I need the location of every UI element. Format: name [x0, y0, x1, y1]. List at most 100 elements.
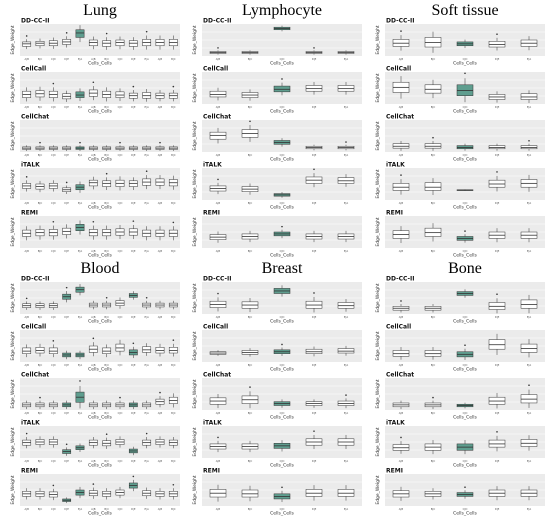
- panel-cellchat: CellChat Edge_Weight A|B B|C C|D D|E E|A Cells_…: [375, 114, 545, 163]
- x-tick-label: A|B: [399, 411, 404, 415]
- y-axis-label: Edge_Weight: [192, 217, 198, 246]
- outlier-point: [65, 443, 68, 446]
- x-tick-label: B|C: [38, 459, 43, 463]
- y-axis-label: Edge_Weight: [192, 331, 198, 360]
- panel-dd-cc-ii: DD-CC-II Edge_Weight A|B B|C C|D D|E E|A Cells_…: [192, 276, 362, 325]
- outlier-point: [217, 47, 219, 49]
- chart-grid: Lung DD-CC-II Edge_Weight A|B B|C C|D D|E E|A A|…: [10, 2, 545, 517]
- y-axis-label: Edge_Weight: [375, 25, 381, 54]
- x-tick-label: A|B: [24, 507, 29, 511]
- x-tick-label: E|A: [344, 153, 349, 157]
- x-tick-label: B|C: [104, 57, 109, 61]
- panel-label: CellChat: [203, 114, 231, 121]
- chart-title: Blood: [80, 260, 119, 277]
- x-tick-label: B|C: [171, 363, 176, 367]
- x-tick-label: A|B: [91, 105, 96, 109]
- panel-remi: REMI Edge_Weight A|B B|C C|D D|E E|A Cells_Cell…: [192, 210, 362, 259]
- x-tick-label: B|C: [248, 105, 253, 109]
- x-tick-label: B|C: [104, 315, 109, 319]
- x-tick-label: A|B: [91, 411, 96, 415]
- panel-italk: iTALK Edge_Weight A|B B|C C|D D|E E|A Cells_Cel…: [192, 162, 362, 211]
- panel-label: DD-CC-II: [21, 276, 49, 283]
- x-tick-label: E|A: [145, 153, 150, 157]
- x-tick-label: C|D: [118, 411, 123, 415]
- x-tick-label: E|A: [145, 411, 150, 415]
- outlier-point: [105, 296, 108, 299]
- x-tick-label: A|B: [91, 57, 96, 61]
- x-tick-label: B|C: [431, 105, 436, 109]
- x-tick-label: D|E: [64, 105, 69, 109]
- outlier-point: [172, 339, 175, 341]
- x-tick-label: E|A: [527, 153, 532, 157]
- y-axis-label: Edge_Weight: [192, 427, 198, 456]
- outlier-point: [25, 297, 28, 300]
- chart-title: Lymphocyte: [242, 2, 322, 19]
- outlier-point: [345, 141, 347, 143]
- x-tick-label: C|D: [280, 201, 285, 205]
- x-axis-label: Cells_Cells: [453, 319, 477, 325]
- x-tick-label: D|E: [64, 459, 69, 463]
- x-tick-label: E|A: [527, 315, 532, 319]
- x-axis-label: Cells_Cells: [270, 157, 294, 163]
- x-tick-label: A|B: [24, 363, 29, 367]
- x-tick-label: C|D: [118, 363, 123, 367]
- outlier-point: [105, 433, 108, 435]
- panel-remi: REMI Edge_Weight A|B B|C C|D D|E E|A Cells_Cell…: [375, 468, 545, 517]
- x-tick-label: D|E: [495, 459, 500, 463]
- x-tick-label: C|D: [118, 315, 123, 319]
- panel-cellchat: CellChat Edge_Weight A|B B|C C|D D|E E|A A|B B|C…: [10, 372, 180, 421]
- x-tick-label: A|B: [158, 153, 163, 157]
- x-axis-label: Cells_Cells: [453, 205, 477, 211]
- y-axis-label: Edge_Weight: [375, 379, 381, 408]
- panel-remi: REMI Edge_Weight A|B B|C C|D D|E E|A A|B B|C C|D D…: [10, 210, 180, 259]
- panel-label: REMI: [386, 468, 403, 475]
- x-tick-label: C|D: [463, 249, 468, 253]
- x-tick-label: E|A: [344, 57, 349, 61]
- y-axis-label: Edge_Weight: [10, 331, 16, 360]
- x-tick-label: C|D: [51, 153, 56, 157]
- x-tick-label: C|D: [118, 249, 123, 253]
- x-tick-label: E|A: [344, 315, 349, 319]
- x-tick-label: E|A: [527, 105, 532, 109]
- outlier-point: [65, 181, 68, 184]
- x-tick-label: E|A: [344, 363, 349, 367]
- x-tick-label: A|B: [158, 201, 163, 205]
- x-axis-label: Cells_Cells: [88, 253, 112, 259]
- panel-cellchat: CellChat Edge_Weight A|B B|C C|D D|E E|A Cells_…: [375, 372, 545, 421]
- y-axis-label: Edge_Weight: [375, 217, 381, 246]
- outlier-point: [281, 78, 283, 80]
- outlier-point: [464, 72, 466, 75]
- x-tick-label: E|A: [527, 459, 532, 463]
- x-axis-label: Cells_Cells: [270, 319, 294, 325]
- x-tick-label: A|B: [158, 315, 163, 319]
- x-axis-label: Cells_Cells: [453, 367, 477, 373]
- panel-label: iTALK: [21, 162, 40, 169]
- outlier-point: [432, 396, 434, 399]
- x-tick-label: E|A: [527, 57, 532, 61]
- panel-label: CellCall: [386, 66, 411, 73]
- x-tick-label: A|B: [216, 507, 221, 511]
- x-tick-label: A|B: [399, 507, 404, 511]
- panel-italk: iTALK Edge_Weight A|B B|C C|D D|E E|A A|B B|C C|D…: [10, 162, 180, 211]
- outlier-point: [172, 483, 175, 486]
- outlier-point: [496, 171, 498, 173]
- x-tick-label: C|D: [463, 105, 468, 109]
- x-tick-label: C|D: [51, 363, 56, 367]
- x-tick-label: D|E: [64, 249, 69, 253]
- x-tick-label: A|B: [91, 201, 96, 205]
- x-tick-label: C|D: [463, 459, 468, 463]
- panel-label: CellChat: [21, 114, 49, 121]
- x-axis-label: Cells_Cells: [270, 61, 294, 67]
- y-axis-label: Edge_Weight: [10, 25, 16, 54]
- outlier-point: [528, 384, 530, 387]
- x-tick-label: C|D: [463, 201, 468, 205]
- outlier-point: [39, 141, 41, 144]
- x-tick-label: C|D: [51, 105, 56, 109]
- x-axis-label: Cells_Cells: [270, 463, 294, 469]
- x-tick-label: C|D: [118, 153, 123, 157]
- outlier-point: [217, 436, 219, 439]
- outlier-point: [105, 32, 108, 35]
- panel-cellchat: CellChat Edge_Weight A|B B|C C|D D|E E|A Cells_…: [192, 372, 362, 421]
- x-tick-label: B|C: [248, 507, 253, 511]
- x-tick-label: C|D: [51, 201, 56, 205]
